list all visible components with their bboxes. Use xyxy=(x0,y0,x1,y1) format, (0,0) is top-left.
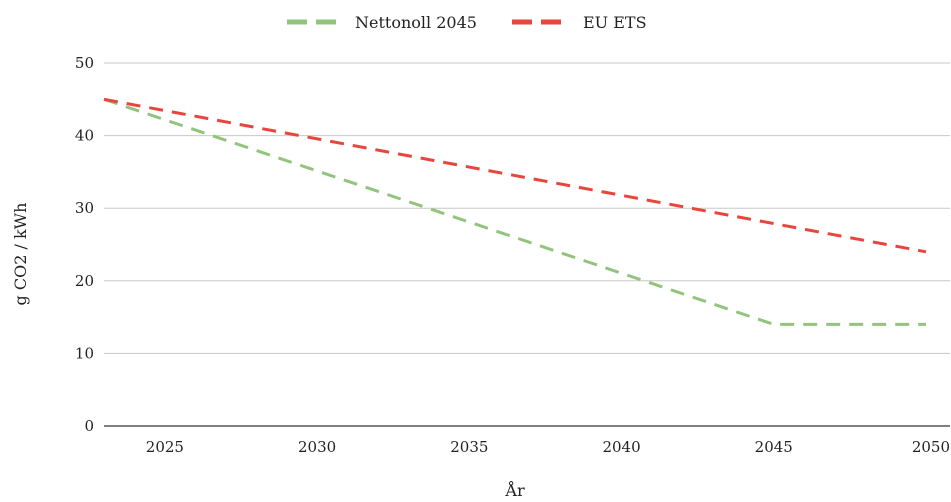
y-tick-label: 20 xyxy=(75,272,94,290)
y-axis-ticks: 0 10 20 30 40 50 xyxy=(75,54,94,435)
legend-label: Nettonoll 2045 xyxy=(355,13,477,32)
x-axis-ticks: 2025 2030 2035 2040 2045 2050 xyxy=(146,438,950,456)
y-tick-label: 10 xyxy=(75,344,94,362)
legend: Nettonoll 2045 EU ETS xyxy=(287,13,647,32)
gridlines xyxy=(104,62,950,427)
series-line-nettonoll-2045 xyxy=(103,97,926,326)
x-tick-label: 2035 xyxy=(450,438,488,456)
y-tick-label: 30 xyxy=(75,199,94,217)
x-tick-label: 2025 xyxy=(146,438,184,456)
x-axis-title: År xyxy=(504,480,525,500)
y-tick-label: 0 xyxy=(84,417,94,435)
legend-label: EU ETS xyxy=(583,13,647,32)
x-tick-label: 2040 xyxy=(602,438,640,456)
y-tick-label: 40 xyxy=(75,127,94,145)
y-axis-title: g CO2 / kWh xyxy=(11,203,30,306)
y-tick-label: 50 xyxy=(75,54,94,72)
x-tick-label: 2030 xyxy=(298,438,336,456)
x-tick-label: 2045 xyxy=(755,438,793,456)
series-line-eu-ets xyxy=(103,97,927,254)
x-tick-label: 2050 xyxy=(912,438,950,456)
series-lines xyxy=(103,97,927,326)
